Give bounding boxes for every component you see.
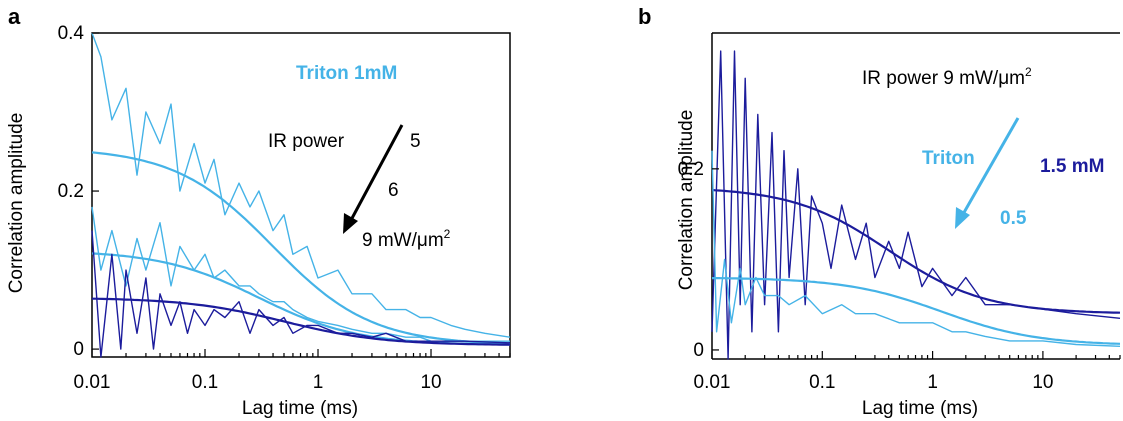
series-data-line <box>711 150 1121 347</box>
annotation-triton-1mm: Triton 1mM <box>296 63 397 84</box>
series-fit-curve <box>712 277 1121 345</box>
axes-b: 0.01 0.1 1 10 0 0.2 <box>678 159 1121 393</box>
y-axis-label-a: Correlation amplitude <box>6 113 27 294</box>
series-data-line <box>711 50 1121 360</box>
panel-label-a: a <box>8 4 21 29</box>
annotation-1-5-mm: 1.5 mM <box>1040 156 1104 177</box>
x-tick-label: 1 <box>313 372 324 393</box>
light-blue-arrow <box>955 117 1020 229</box>
y-tick-label: 0.2 <box>678 159 704 180</box>
series-data-line <box>91 32 511 338</box>
x-axis-label-a: Lag time (ms) <box>242 398 358 419</box>
x-tick-label: 0.01 <box>74 372 111 393</box>
annotation-triton: Triton <box>922 148 975 169</box>
annotation-ir-power: IR power <box>268 131 345 152</box>
series-fit-curve <box>711 188 1121 314</box>
annotation-value-5: 5 <box>410 131 421 152</box>
x-tick-label: 10 <box>1032 372 1053 393</box>
annotation-0-5: 0.5 <box>1000 208 1027 229</box>
plot-area-a <box>91 32 511 358</box>
axes-a: 0.01 0.1 1 10 0 0.2 0.4 <box>58 23 511 393</box>
panel-a: a Correlation amplitude Lag time (ms) 0.… <box>6 4 511 419</box>
black-arrow <box>343 124 404 234</box>
y-axis-label-b: Correlation amplitude <box>676 110 697 291</box>
plot-area-b <box>711 50 1121 360</box>
y-tick-label: 0 <box>693 340 704 361</box>
x-axis-label-b: Lag time (ms) <box>862 398 978 419</box>
annotation-value-6: 6 <box>388 180 399 201</box>
y-tick-label: 0 <box>73 339 84 360</box>
series-data-line <box>91 206 510 342</box>
y-tick-label: 0.4 <box>58 23 85 44</box>
series-fit-curve <box>92 297 511 346</box>
x-tick-label: 0.1 <box>192 372 218 393</box>
series-fit-curve <box>91 151 511 345</box>
panel-b: b Correlation amplitude Lag time (ms) 0.… <box>638 4 1121 419</box>
annotation-value-9: 9 mW/μm2 <box>362 227 451 251</box>
panel-label-b: b <box>638 4 651 29</box>
x-tick-label: 1 <box>927 372 938 393</box>
x-tick-label: 0.01 <box>694 372 731 393</box>
x-tick-label: 10 <box>420 372 441 393</box>
annotation-ir-power-9: IR power 9 mW/μm2 <box>862 65 1032 89</box>
y-tick-label: 0.2 <box>58 181 84 202</box>
x-tick-label: 0.1 <box>809 372 835 393</box>
series-fit-curve <box>91 252 511 346</box>
